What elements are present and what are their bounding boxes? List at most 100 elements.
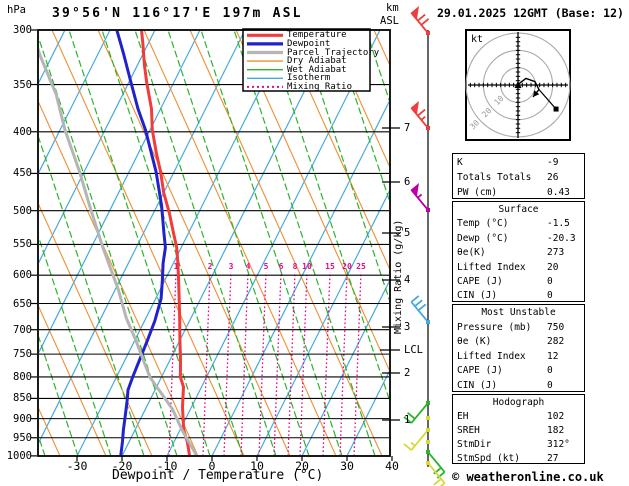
stat-label: Lifted Index (457, 350, 526, 362)
temperature-tick-label: -20 (111, 459, 133, 473)
run-date-label: 29.01.2025 12GMT (Base: 12) (437, 6, 624, 20)
stat-value: 0 (547, 365, 553, 377)
lcl-marker-label: LCL (404, 344, 423, 356)
temperature-trace (140, 31, 191, 455)
pressure-tick-label: 450 (13, 167, 32, 180)
wet-adiabat-line (233, 31, 376, 455)
temperature-tick-label: 20 (295, 459, 309, 473)
isotherm-line (256, 190, 389, 455)
wind-barb-shaft (410, 301, 429, 323)
isotherm-line (39, 31, 156, 264)
temperature-tick-label: 40 (385, 459, 399, 473)
altitude-tick-label: 4 (404, 274, 411, 286)
pressure-tick-label: 950 (13, 431, 32, 444)
temperature-tick-label: -10 (156, 459, 178, 473)
stat-row: StmDir 312° (457, 438, 580, 452)
mixing-ratio-line (240, 271, 249, 455)
mixing-ratio-line (322, 271, 331, 455)
dry-adiabat-line (97, 31, 291, 455)
wind-barb-half-feather (410, 441, 416, 447)
stat-label: Totals Totals (457, 172, 532, 183)
wind-barb-pennant (410, 100, 419, 116)
stat-row: Lifted Index 12 (457, 350, 580, 365)
stats-box-title: Surface (498, 204, 539, 215)
station-title: 39°56'N 116°17'E 197m ASL (52, 6, 303, 21)
isotherm-line (211, 100, 389, 455)
stat-row: Dewp (°C) -20.3 (457, 232, 580, 246)
altitude-tick-label: 7 (404, 122, 411, 134)
stats-box-title: Most Unstable (481, 307, 556, 318)
plot-border (37, 29, 391, 457)
stat-label: Dewp (°C) (457, 232, 509, 244)
stat-row: EH 102 (457, 410, 580, 424)
stat-label: CIN (J) (457, 290, 498, 302)
dry-adiabat-line (235, 31, 389, 371)
stat-label: Temp (°C) (457, 218, 509, 230)
dry-adiabat-line (327, 31, 389, 167)
wet-adiabat-line (332, 31, 389, 202)
wind-barb-feather (410, 295, 420, 303)
legend-item-label: Mixing Ratio (287, 81, 353, 92)
dry-adiabat-line (143, 31, 337, 455)
stat-row: Totals Totals 26 (457, 170, 580, 185)
mixing-ratio-line (202, 271, 211, 455)
stat-label: StmSpd (kt) (457, 453, 520, 464)
wind-barb (426, 461, 446, 486)
wind-barb-feather (433, 478, 442, 486)
hodograph-trace-extension (538, 89, 557, 110)
stat-row: CIN (J) 0 (457, 289, 580, 303)
wet-adiabat-line (39, 336, 79, 455)
temperature-tick-label: 10 (250, 459, 264, 473)
wind-barb-shaft (427, 462, 446, 484)
wind-barb-feather (403, 416, 412, 424)
pressure-tick-label: 300 (13, 24, 32, 36)
pressure-tick-label: 650 (13, 297, 32, 310)
wind-barb-shaft (427, 451, 446, 473)
pressure-tick-label: 500 (13, 204, 32, 217)
temperature-tick-label: 0 (208, 459, 216, 473)
stats-box-most-unstable: Most Unstable Pressure (mb) 750 θe (K) 282 Li… (452, 304, 585, 392)
wind-level-dot (426, 416, 430, 420)
legend-item-label: Parcel Trajectory (287, 47, 380, 58)
stat-row: θe(K) 273 (457, 246, 580, 260)
wind-barb-base-dot (426, 428, 430, 432)
mixing-ratio-line (353, 271, 362, 455)
dry-adiabat-line (189, 31, 383, 455)
mixing-ratio-line (287, 271, 296, 455)
isotherm-line (39, 31, 111, 174)
stat-value: 282 (547, 336, 565, 348)
wind-barb (410, 5, 430, 35)
wind-barb-feather (414, 299, 423, 307)
legend-item-label: Dry Adiabat (287, 56, 347, 67)
mixing-ratio-value-label: 20 (342, 262, 352, 271)
wet-adiabat-line (200, 31, 343, 455)
stat-value: -20.3 (547, 232, 576, 244)
mixing-ratio-value-label: 5 (263, 262, 269, 271)
wind-barb-pennant (410, 5, 419, 21)
legend-item-label: Isotherm (287, 73, 331, 84)
altitude-axis-unit-km: km (386, 2, 399, 14)
mixing-ratio-value-label: 15 (325, 262, 335, 271)
pressure-tick-label: 750 (13, 348, 32, 361)
stat-label: SREH (457, 425, 480, 436)
wind-barb-feather (417, 13, 426, 22)
stat-value: 20 (547, 261, 559, 273)
wet-adiabat-line (68, 31, 211, 455)
hodograph-arrowhead (533, 90, 540, 97)
mixing-ratio-value-label: 6 (278, 262, 284, 271)
wind-barb-feather (420, 18, 430, 26)
isotherm-line (39, 31, 246, 444)
pressure-tick-label: 400 (13, 125, 32, 138)
stat-row: SREH 182 (457, 424, 580, 438)
mixing-ratio-axis-label: Mixing Ratio (g/kg) (393, 219, 404, 334)
wind-barb-feather (417, 303, 427, 312)
wind-barb-base-dot (426, 126, 430, 130)
wind-barb-feather (403, 443, 412, 451)
mixing-ratio-line (223, 271, 232, 455)
wind-barb-base-dot (426, 450, 430, 454)
wind-barb-feather (417, 108, 426, 117)
wind-barb-half-feather (417, 193, 423, 199)
stats-box-surface: Surface Temp (°C) -1.5 Dewp (°C) -20.3 θe(K) 2… (452, 201, 585, 302)
isotherm-line (39, 31, 201, 354)
